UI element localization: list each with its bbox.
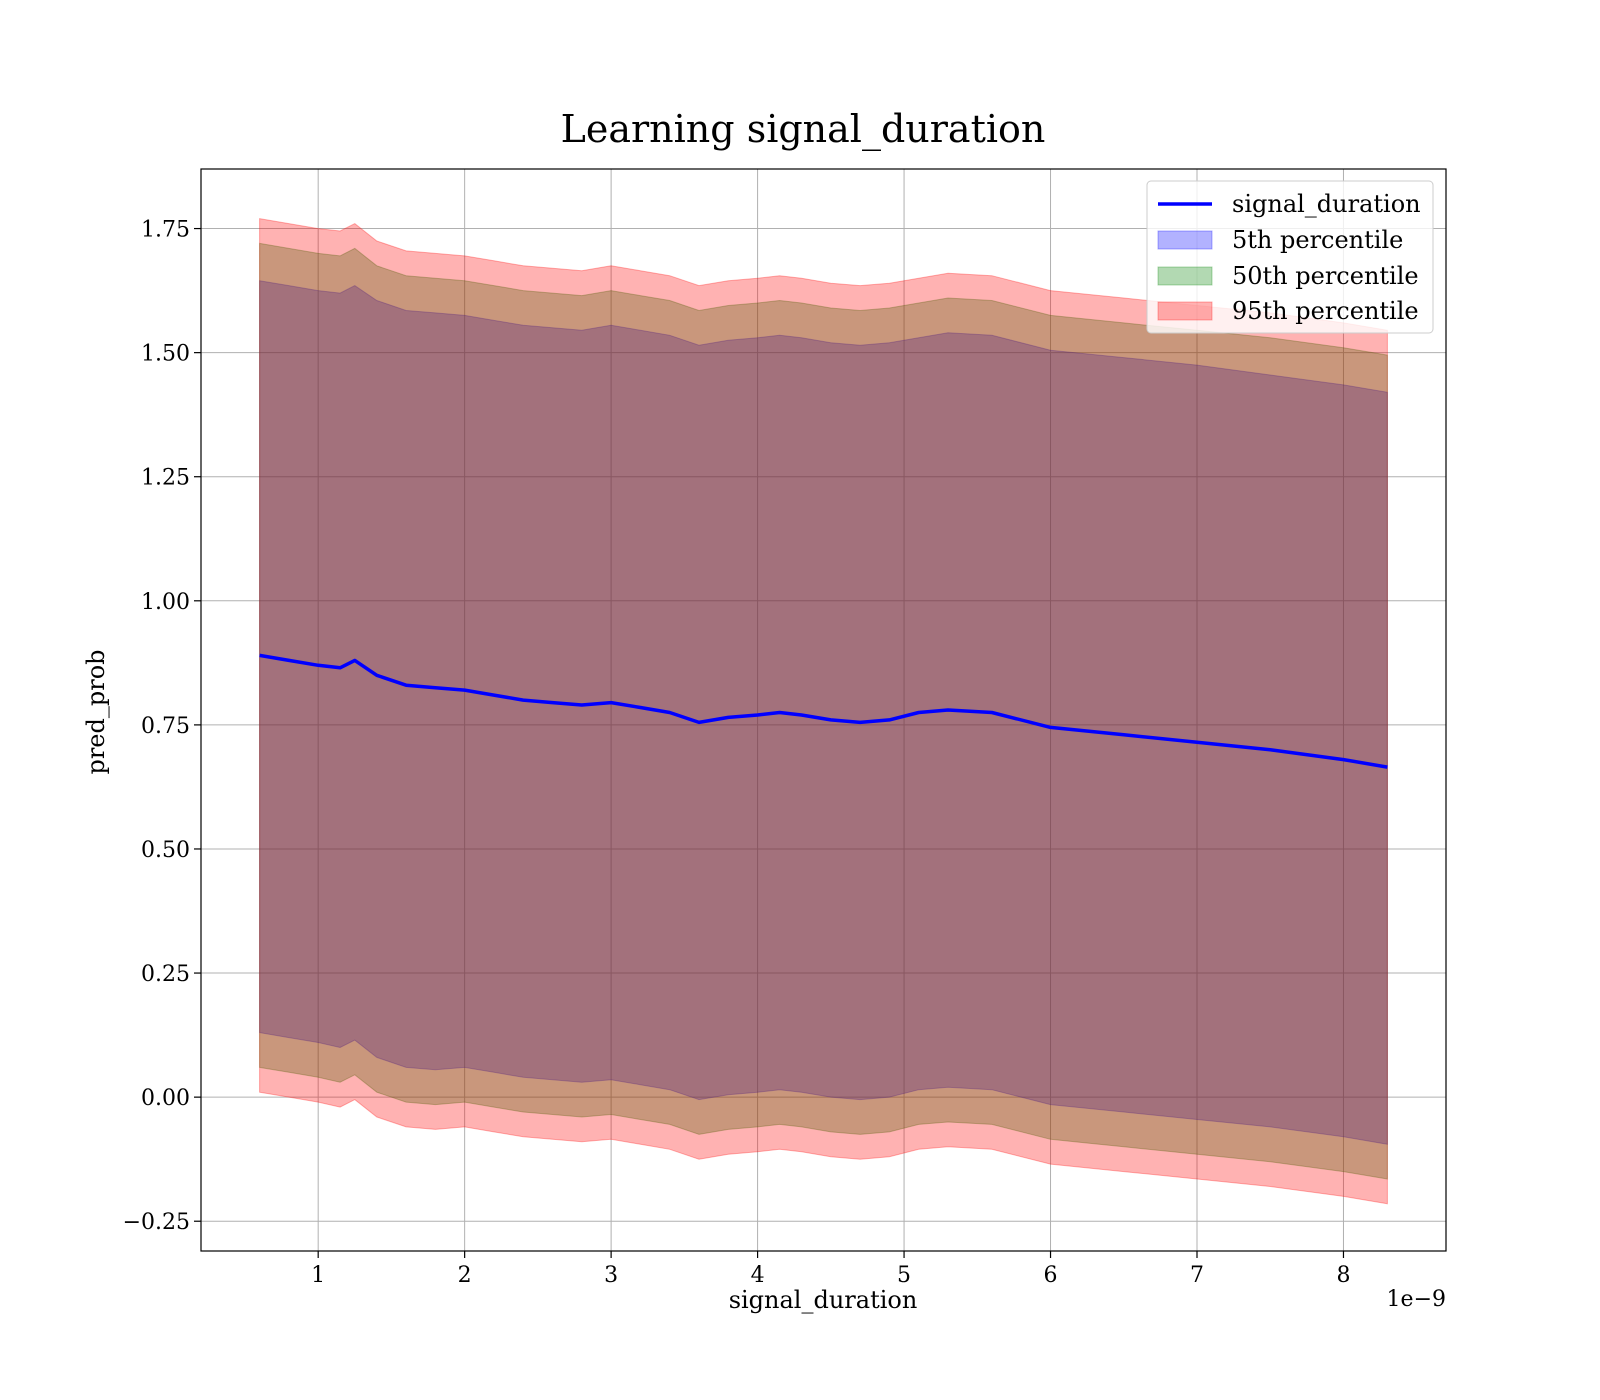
x-axis-offset-label: 1e−9 [1387, 1287, 1446, 1312]
y-tick-label: 1.75 [141, 218, 190, 243]
y-tick-label: 1.50 [141, 342, 190, 367]
legend-swatch-band [1157, 301, 1213, 321]
legend-label: 95th percentile [1232, 297, 1419, 325]
x-axis-label: signal_duration [729, 1286, 918, 1314]
chart-title: Learning signal_duration [561, 107, 1046, 152]
legend-label: signal_duration [1232, 190, 1421, 218]
x-tick-label: 1 [311, 1263, 325, 1288]
plot-frame [200, 168, 1447, 1252]
y-tick-label: 1.25 [141, 466, 190, 491]
percentile-bands [259, 218, 1388, 1205]
band-5th-percentile [259, 280, 1388, 1145]
legend-swatch-band [1157, 266, 1213, 286]
x-tick-label: 4 [751, 1263, 765, 1288]
x-tick-label: 8 [1336, 1263, 1350, 1288]
legend-label: 5th percentile [1232, 226, 1403, 254]
legend: signal_duration 5th percentile 50th percen… [1146, 180, 1434, 334]
band-50th-percentile [259, 242, 1388, 1180]
legend-label: 50th percentile [1232, 262, 1419, 290]
y-tick-label: 0.50 [141, 838, 190, 863]
y-tick-label: −0.25 [123, 1210, 190, 1235]
y-tick-label: 1.00 [141, 590, 190, 615]
legend-swatch-band [1157, 230, 1213, 250]
legend-box [1146, 180, 1434, 334]
x-tick-label: 7 [1190, 1263, 1204, 1288]
x-tick-label: 5 [897, 1263, 911, 1288]
x-axis-ticks: 1 2 3 4 5 6 7 8 [311, 1251, 1350, 1288]
line-signal-duration [259, 653, 1388, 769]
x-tick-label: 6 [1044, 1263, 1058, 1288]
y-tick-label: 0.75 [141, 714, 190, 739]
series-lines [259, 653, 1388, 769]
y-tick-label: 0.00 [141, 1086, 190, 1111]
y-axis-label: pred_prob [82, 649, 110, 774]
band-95th-percentile [259, 218, 1388, 1205]
y-axis-ticks: −0.25 0.00 0.25 0.50 0.75 1.00 1.25 1.50 1.75 [123, 218, 201, 1235]
x-tick-label: 3 [604, 1263, 618, 1288]
plot-area [200, 168, 1447, 1252]
grid-lines [201, 169, 1446, 1251]
x-tick-label: 2 [458, 1263, 472, 1288]
y-tick-label: 0.25 [141, 962, 190, 987]
